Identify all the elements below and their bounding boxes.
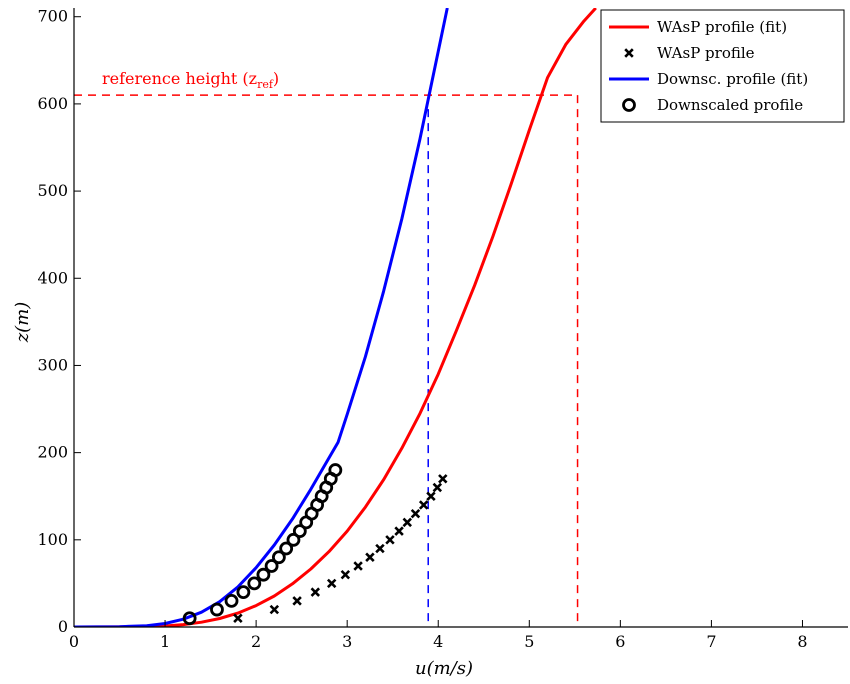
series-line-2 xyxy=(74,8,449,627)
downscaled-marker xyxy=(182,611,197,626)
x-tick-label: 1 xyxy=(160,632,170,651)
downscaled-marker xyxy=(279,541,294,556)
y-tick-label: 400 xyxy=(37,268,68,287)
legend-entry-label: WAsP profile (fit) xyxy=(657,18,787,36)
x-tick-label: 2 xyxy=(251,632,261,651)
x-tick-label: 8 xyxy=(797,632,807,651)
wasp-marker xyxy=(326,578,337,589)
wasp-marker xyxy=(402,517,412,528)
reference-label-sub: ref xyxy=(257,78,274,91)
y-tick-label: 200 xyxy=(37,443,68,462)
wasp-marker xyxy=(353,561,363,571)
legend-circle-swatch xyxy=(622,98,636,112)
x-tick-label: 0 xyxy=(69,632,79,651)
wasp-marker xyxy=(432,482,443,493)
legend-x-swatch xyxy=(624,48,634,58)
wasp-marker xyxy=(233,613,243,624)
y-tick-label: 0 xyxy=(58,617,68,636)
y-tick-label: 600 xyxy=(37,94,68,113)
reference-label-end: ) xyxy=(273,69,279,88)
wasp-marker xyxy=(375,543,385,554)
downscaled-marker xyxy=(286,532,301,547)
x-tick-label: 7 xyxy=(706,632,716,651)
wasp-marker xyxy=(365,552,375,562)
wasp-marker xyxy=(269,604,280,615)
wasp-marker xyxy=(340,569,351,580)
wasp-marker xyxy=(394,526,404,536)
x-tick-label: 5 xyxy=(524,632,534,651)
wasp-marker xyxy=(310,587,321,597)
x-tick-label: 3 xyxy=(342,632,352,651)
downscaled-marker xyxy=(264,559,279,573)
reference-label-main: reference height (z xyxy=(102,69,257,88)
reference-lines xyxy=(74,94,579,627)
downscaled-marker xyxy=(328,463,343,477)
downscaled-marker xyxy=(256,567,271,582)
legend: WAsP profile (fit) WAsP profile Downsc. pr… xyxy=(600,9,845,123)
legend-entry-label: WAsP profile xyxy=(657,44,755,62)
downscaled-marker xyxy=(271,550,286,565)
reference-height-label: reference height (zref) xyxy=(102,69,279,91)
downscaled-marker xyxy=(210,602,224,617)
series-3 xyxy=(182,463,343,626)
wasp-marker xyxy=(385,535,395,545)
series-layer xyxy=(74,8,597,627)
wasp-marker xyxy=(426,491,436,501)
downscaled-marker xyxy=(224,593,239,608)
wasp-marker xyxy=(418,500,429,510)
legend-entry-label: Downscaled profile xyxy=(657,96,803,114)
y-tick-label: 500 xyxy=(37,181,68,200)
legend-entry-label: Downsc. profile (fit) xyxy=(657,70,808,88)
x-axis-label: u(m/s) xyxy=(415,658,473,679)
x-tick-label: 6 xyxy=(615,632,625,651)
x-tick-label: 4 xyxy=(433,632,443,651)
y-tick-label: 700 xyxy=(37,7,68,26)
downscaled-marker xyxy=(236,585,251,600)
wasp-marker xyxy=(438,474,448,484)
y-tick-label: 100 xyxy=(37,530,68,549)
y-tick-label: 300 xyxy=(37,355,68,374)
y-axis-label: z(m) xyxy=(12,302,33,344)
series-2 xyxy=(74,8,449,627)
legend-box xyxy=(600,9,845,123)
downscaled-marker xyxy=(292,524,307,538)
downscaled-marker xyxy=(247,576,262,591)
wasp-marker xyxy=(410,508,421,519)
series-1 xyxy=(233,474,448,624)
axes-layer: 0 1 2 3 4 5 6 7 8 0 100 200 300 400 500 600 700 xyxy=(37,7,848,651)
wasp-marker xyxy=(292,596,302,606)
